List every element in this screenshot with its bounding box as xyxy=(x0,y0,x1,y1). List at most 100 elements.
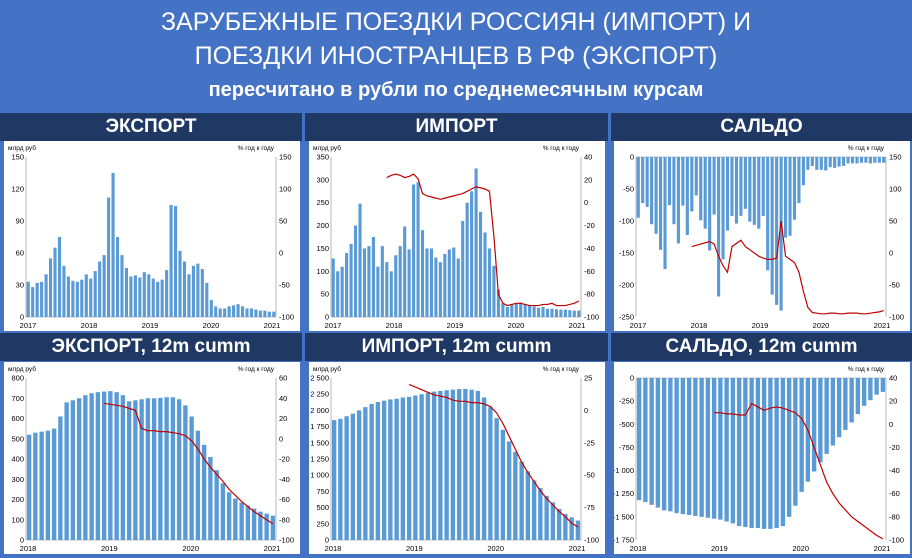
x-tick-label: 2018 xyxy=(691,321,708,330)
bar xyxy=(636,378,642,501)
bar xyxy=(444,390,449,540)
y-axis-unit-left: млрд руб xyxy=(8,144,36,152)
bar xyxy=(394,255,398,317)
y-right-tick-label: -50 xyxy=(279,281,290,290)
y-right-tick-label: 25 xyxy=(584,374,592,383)
y-tick-label: 200 xyxy=(316,221,329,230)
bar xyxy=(412,184,416,317)
bar xyxy=(538,488,543,540)
y-right-tick-label: -100 xyxy=(584,536,599,545)
bar xyxy=(690,157,694,212)
bar xyxy=(793,378,798,506)
section-title-import: ИМПОРТ xyxy=(305,113,608,141)
bar xyxy=(663,157,667,269)
bar xyxy=(811,378,817,472)
y-tick-label: 500 xyxy=(316,503,329,512)
bar xyxy=(513,451,518,540)
bar xyxy=(525,471,531,540)
y-right-tick-label: -40 xyxy=(889,466,900,475)
bar xyxy=(554,309,559,317)
bar xyxy=(220,483,226,540)
bar xyxy=(138,277,142,317)
bar xyxy=(338,418,343,540)
bar xyxy=(676,157,680,244)
y-tick-label: 600 xyxy=(11,414,24,423)
bar xyxy=(151,278,155,317)
y-tick-label: -1 500 xyxy=(614,512,634,521)
bar xyxy=(575,520,581,540)
x-tick-label: 2021 xyxy=(874,544,891,553)
bar xyxy=(371,237,375,317)
bar xyxy=(26,281,30,317)
bar xyxy=(708,157,712,251)
page-subtitle: пересчитано в рубли по среднемесячным ку… xyxy=(208,79,704,101)
bar xyxy=(474,168,478,317)
bar xyxy=(376,266,380,317)
y-right-tick-label: 20 xyxy=(279,414,287,423)
y-right-tick-label: -60 xyxy=(279,495,290,504)
bar xyxy=(672,157,676,225)
bar xyxy=(550,308,554,317)
bar xyxy=(686,378,692,516)
bar xyxy=(801,157,805,186)
y-right-tick-label: 50 xyxy=(889,217,897,226)
bar xyxy=(519,302,523,317)
bar xyxy=(251,508,257,540)
bar xyxy=(481,397,487,540)
yoy-line xyxy=(714,402,884,540)
bar xyxy=(438,390,443,540)
bar xyxy=(385,262,389,317)
x-tick-label: 2020 xyxy=(792,544,809,553)
bar xyxy=(64,402,69,540)
bar xyxy=(668,378,673,512)
bar xyxy=(864,157,868,163)
y-tick-label: 300 xyxy=(316,175,329,184)
bar xyxy=(880,378,886,392)
y-right-tick-label: -40 xyxy=(279,475,290,484)
bar xyxy=(559,309,563,317)
bar xyxy=(658,157,663,250)
bar xyxy=(693,378,698,516)
bar xyxy=(240,306,245,317)
bar xyxy=(730,378,736,524)
chart-svg-export-12m: 0100200300400500600700800-100-80-60-40-2… xyxy=(8,365,294,553)
y-tick-label: -750 xyxy=(619,443,634,452)
bar xyxy=(743,157,747,209)
bar xyxy=(828,157,832,168)
y-axis-unit-right: % год к году xyxy=(543,366,580,373)
yoy-line xyxy=(386,173,580,307)
bar xyxy=(151,398,157,540)
bar xyxy=(245,505,251,540)
bar xyxy=(83,395,88,540)
bar xyxy=(837,157,841,167)
bar xyxy=(223,308,227,317)
bar xyxy=(667,157,672,205)
bar xyxy=(806,157,810,170)
y-tick-label: 0 xyxy=(325,536,329,545)
bar xyxy=(336,271,340,317)
bar xyxy=(757,157,761,229)
bar xyxy=(45,430,51,540)
bar xyxy=(779,157,783,311)
bar xyxy=(519,461,524,540)
y-tick-label: 750 xyxy=(316,487,329,496)
bar xyxy=(475,390,481,540)
bar xyxy=(563,514,568,540)
bar xyxy=(786,378,792,517)
y-right-tick-label: 50 xyxy=(279,217,287,226)
bar xyxy=(775,157,779,305)
y-tick-label: 500 xyxy=(11,434,24,443)
y-axis-unit-left: млрд руб xyxy=(313,365,341,373)
bar xyxy=(842,157,846,166)
bar xyxy=(388,399,393,540)
bar xyxy=(649,378,654,505)
chart-panel-import: 0 50 100 150 200 250 300 350 -100 -80 -60 -40 -20 0 20… xyxy=(309,141,605,331)
chart-panel-export-12m: 0 100 200 300 400 500 600 700 800 -100 -80 -60 -40 -2… xyxy=(4,362,300,554)
y-right-tick-label: -60 xyxy=(889,489,900,498)
y-right-tick-label: -80 xyxy=(889,512,900,521)
bar xyxy=(173,206,178,317)
bar xyxy=(101,391,107,540)
bar xyxy=(33,432,38,540)
bar xyxy=(572,310,576,317)
